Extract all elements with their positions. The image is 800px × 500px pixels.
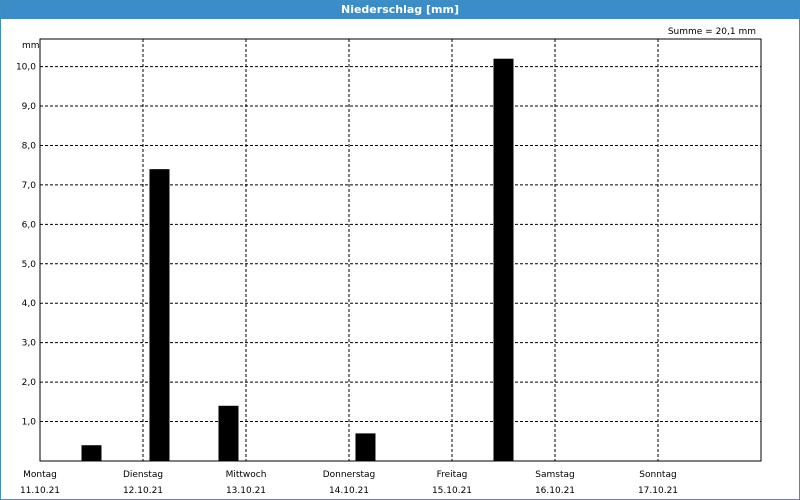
precipitation-bar bbox=[355, 433, 376, 461]
y-tick-label: 9,0 bbox=[22, 102, 37, 112]
precipitation-bar bbox=[81, 445, 102, 461]
x-tick-date-label: 15.10.21 bbox=[432, 486, 472, 496]
sum-label: Summe = 20,1 mm bbox=[668, 27, 756, 37]
x-tick-date-label: 17.10.21 bbox=[638, 486, 678, 496]
x-tick-day-label: Montag bbox=[23, 470, 57, 480]
y-tick-label: 2,0 bbox=[22, 378, 37, 388]
y-tick-label: 7,0 bbox=[22, 181, 37, 191]
precipitation-bar bbox=[493, 58, 514, 461]
y-tick-label: 5,0 bbox=[22, 260, 37, 270]
y-tick-label: 6,0 bbox=[22, 220, 37, 230]
precipitation-bar bbox=[149, 169, 170, 461]
x-tick-day-label: Mittwoch bbox=[226, 470, 267, 480]
y-tick-label: 8,0 bbox=[22, 141, 37, 151]
x-tick-day-label: Sonntag bbox=[639, 470, 676, 480]
x-tick-date-label: 12.10.21 bbox=[123, 486, 163, 496]
plot-area bbox=[39, 38, 762, 462]
x-tick-day-label: Dienstag bbox=[123, 470, 163, 480]
y-tick-label: 3,0 bbox=[22, 339, 37, 349]
x-tick-date-label: 16.10.21 bbox=[535, 486, 575, 496]
x-tick-date-label: 11.10.21 bbox=[20, 486, 60, 496]
y-tick-label: 4,0 bbox=[22, 299, 37, 309]
y-tick-label: 10,0 bbox=[16, 63, 36, 73]
precipitation-bar bbox=[218, 405, 239, 461]
y-tick-label: 1,0 bbox=[22, 418, 37, 428]
x-tick-day-label: Freitag bbox=[437, 470, 468, 480]
x-tick-date-label: 13.10.21 bbox=[226, 486, 266, 496]
x-tick-day-label: Donnerstag bbox=[323, 470, 376, 480]
y-axis-unit-label: mm bbox=[22, 41, 40, 51]
x-tick-date-label: 14.10.21 bbox=[329, 486, 369, 496]
x-tick-day-label: Samstag bbox=[535, 470, 574, 480]
chart-title: Niederschlag [mm] bbox=[1, 1, 799, 19]
